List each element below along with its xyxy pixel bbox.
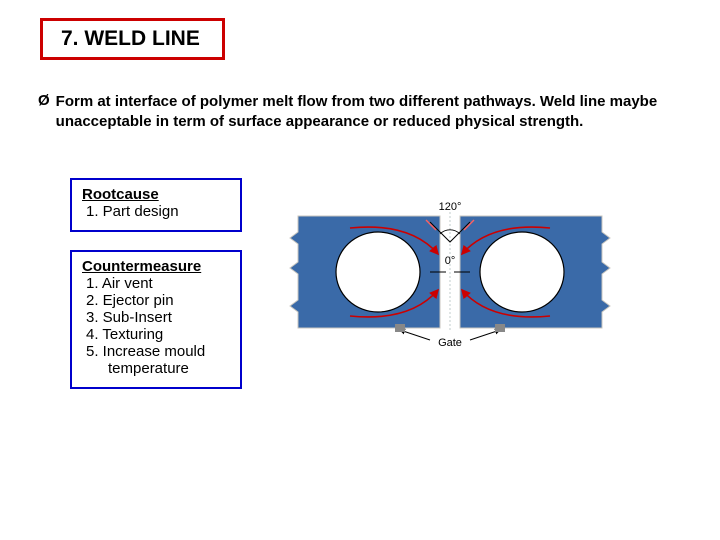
weld-line-diagram: 120° 0° Gate — [280, 178, 620, 358]
countermeasure-item: 3. Sub-Insert — [86, 309, 230, 326]
countermeasure-item: 4. Texturing — [86, 326, 230, 343]
countermeasure-item: 5. Increase mould temperature — [86, 343, 230, 377]
rootcause-box: Rootcause 1. Part design — [70, 178, 242, 232]
description-row: Ø Form at interface of polymer melt flow… — [38, 92, 672, 133]
countermeasure-header: Countermeasure — [82, 258, 230, 275]
rootcause-header: Rootcause — [82, 186, 230, 203]
countermeasure-box: Countermeasure 1. Air vent2. Ejector pin… — [70, 250, 242, 389]
title-box: 7. WELD LINE — [40, 18, 225, 60]
svg-text:120°: 120° — [439, 201, 462, 213]
title-text: 7. WELD LINE — [61, 27, 200, 50]
svg-text:0°: 0° — [445, 255, 456, 267]
description-text: Form at interface of polymer melt flow f… — [56, 92, 672, 133]
countermeasure-item: 2. Ejector pin — [86, 292, 230, 309]
svg-text:Gate: Gate — [438, 337, 462, 349]
rootcause-item: 1. Part design — [86, 203, 230, 220]
countermeasure-item: 1. Air vent — [86, 275, 230, 292]
bullet-glyph: Ø — [38, 92, 50, 111]
